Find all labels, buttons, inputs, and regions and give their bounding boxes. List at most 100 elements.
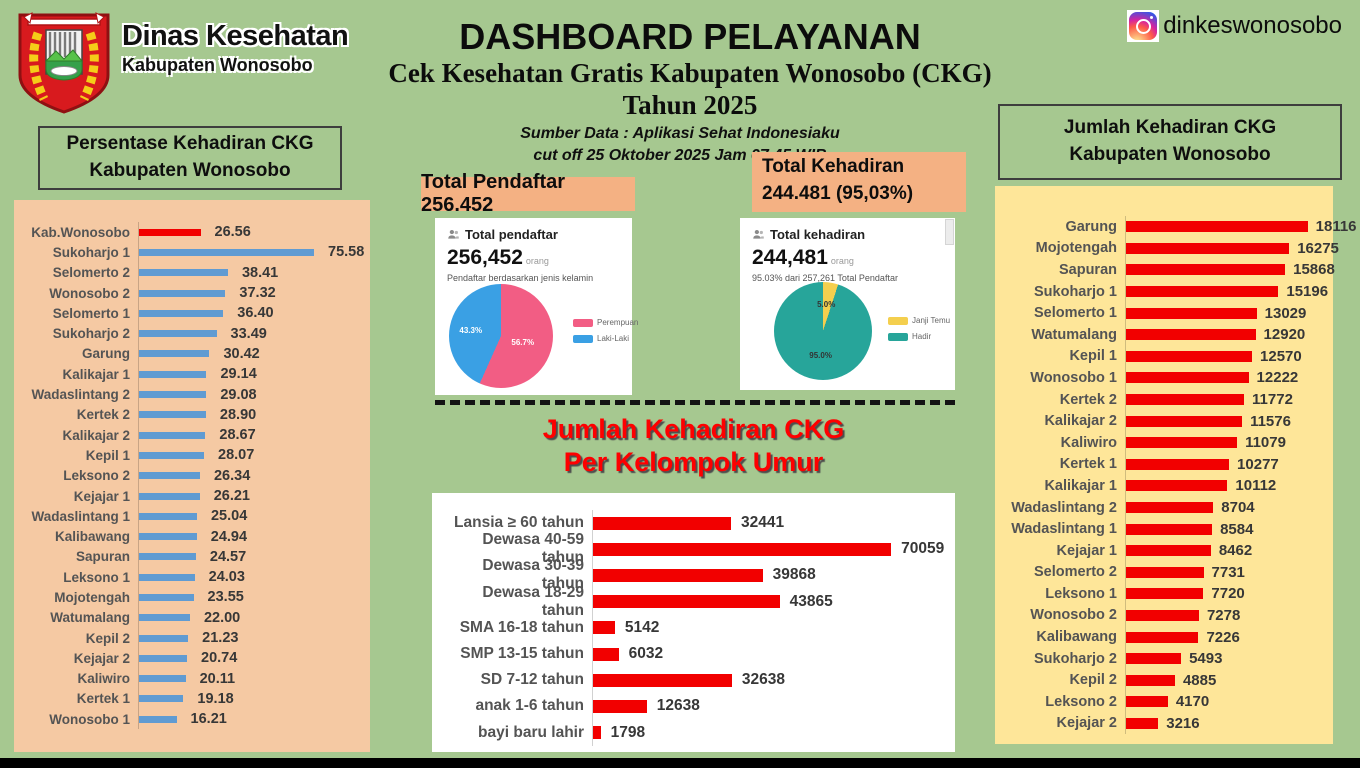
bar-category-label: Dewasa 18-29 tahun	[482, 583, 584, 619]
bar	[593, 542, 892, 556]
wonosobo-crest-logo	[18, 12, 110, 114]
bar-value-label: 11772	[1252, 391, 1293, 409]
bar	[139, 269, 228, 277]
bar-category-label: Kepil 1	[85, 447, 130, 463]
bar-track: 20.74	[138, 648, 362, 669]
bar-value-label: 30.42	[223, 345, 260, 362]
bar-row: Dewasa 30-39 tahun 39868	[444, 557, 944, 592]
bar-row: bayi baru lahir 1798	[444, 719, 944, 746]
bar-track: 32638	[592, 667, 944, 694]
bar-value-label: 37.32	[239, 285, 276, 302]
bar-category-label: Lansia ≥ 60 tahun	[454, 514, 584, 532]
bar-row: Wonosobo 1 12222	[1005, 367, 1327, 389]
bar-track: 7731	[1125, 561, 1327, 584]
bar-track: 10277	[1125, 453, 1327, 476]
bar-value-label: 32638	[741, 671, 785, 689]
bar-category-label: Sapuran	[75, 549, 130, 565]
bar-track: 26.21	[138, 485, 362, 507]
bar-row: Wadaslintang 2 29.08	[22, 384, 362, 405]
bar-category-label: Kalikajar 2	[1044, 413, 1117, 430]
bar	[1126, 372, 1249, 384]
bar	[1126, 502, 1214, 514]
bar-row: Selomerto 1 36.40	[22, 303, 362, 324]
bar-value-label: 16.21	[190, 711, 227, 728]
bar-category-label: anak 1-6 tahun	[475, 697, 584, 715]
instagram-account: dinkeswonosobo	[1127, 10, 1342, 42]
bar-row: Sukoharjo 1 75.58	[22, 242, 364, 263]
right-chart-title-line2: Kabupaten Wonosobo	[1069, 144, 1271, 165]
card-caption: 95.03% dari 257,261 Total Pendaftar	[752, 273, 898, 283]
bar-track: 7720	[1125, 583, 1327, 605]
legend-label: Janji Temu	[912, 316, 951, 325]
bar-row: Kejajar 1 26.21	[22, 485, 362, 507]
bar	[593, 595, 780, 609]
scrollbar[interactable]	[945, 219, 954, 245]
total-kehadiran-badge: Total Kehadiran 244.481 (95,03%)	[752, 152, 966, 212]
bar-track: 29.08	[138, 384, 362, 405]
bar-row: Dewasa 40-59 tahun 70059	[444, 531, 944, 566]
bar-category-label: Kejajar 1	[1056, 542, 1117, 559]
bar	[593, 673, 732, 687]
page-subtitle: Cek Kesehatan Gratis Kabupaten Wonosobo …	[388, 58, 992, 88]
bar-category-label: Selomerto 1	[1034, 305, 1117, 322]
bar	[1126, 653, 1182, 665]
bar-row: Wadaslintang 1 25.04	[22, 506, 362, 527]
bar-row: Kalibawang 24.94	[22, 526, 362, 547]
instagram-handle: dinkeswonosobo	[1163, 12, 1342, 39]
bar	[139, 248, 315, 256]
bar-row: Watumalang 12920	[1005, 323, 1327, 346]
bar	[593, 647, 619, 661]
bar-track: 12222	[1125, 367, 1327, 389]
bar	[139, 593, 194, 601]
bar-track: 4170	[1125, 691, 1327, 713]
bar-row: Selomerto 1 13029	[1005, 302, 1327, 324]
bar-value-label: 8584	[1220, 520, 1254, 538]
bar	[139, 573, 195, 581]
bar	[1126, 717, 1159, 729]
bar-track: 12638	[592, 693, 944, 720]
bar	[1126, 631, 1199, 643]
bar-category-label: Sapuran	[1058, 261, 1117, 278]
gender-pie-chart: 56.7% 43.3%	[449, 284, 553, 388]
bar-value-label: 20.11	[199, 670, 236, 687]
bar-category-label: Garung	[81, 346, 130, 362]
bar-value-label: 4170	[1175, 693, 1210, 711]
bar-value-label: 19.18	[197, 690, 234, 707]
bar-track: 19.18	[138, 688, 362, 710]
bar-category-label: Wadaslintang 1	[31, 508, 130, 524]
bar	[1126, 350, 1253, 362]
legend-item: Hadir	[888, 332, 950, 341]
bar-track: 29.14	[138, 364, 362, 385]
bar	[593, 516, 732, 530]
bar-track: 39868	[592, 562, 944, 589]
bar	[1126, 523, 1213, 535]
bar-row: Kaliwiro 20.11	[22, 668, 362, 689]
gender-legend: Perempuan Laki-Laki	[573, 318, 638, 343]
bar	[139, 512, 197, 520]
card-caption: Pendaftar berdasarkan jenis kelamin	[447, 273, 594, 283]
bar-row: Kejajar 2 3216	[1005, 712, 1327, 735]
bar-row: Mojotengah 16275	[1005, 237, 1339, 260]
bar-category-label: Leksono 1	[1045, 585, 1117, 602]
bar	[1126, 264, 1286, 276]
bar-track: 37.32	[138, 282, 362, 304]
bar-row: Wonosobo 1 16.21	[22, 709, 362, 730]
bar-row: Selomerto 2 38.41	[22, 262, 362, 283]
center-chart-title-line1: Jumlah Kehadiran CKG	[542, 414, 845, 444]
bar-category-label: Kepil 1	[1069, 348, 1117, 365]
bar-row: Sapuran 15868	[1005, 259, 1335, 281]
jumlah-kehadiran-chart: Garung 18116 Mojotengah 16275 Sapuran 15868 Su…	[1005, 216, 1357, 736]
bar-value-label: 24.94	[210, 528, 248, 545]
bar-row: Dewasa 18-29 tahun 43865	[444, 584, 944, 619]
bar-value-label: 7720	[1211, 585, 1245, 603]
bar-row: Kejajar 1 8462	[1005, 539, 1327, 562]
bar-row: Garung 18116	[1005, 216, 1357, 238]
bar-track: 11079	[1125, 431, 1327, 454]
bar	[1126, 480, 1228, 492]
legend-item: Laki-Laki	[573, 334, 638, 343]
bar-track: 12570	[1125, 345, 1327, 368]
bar-track: 4885	[1125, 669, 1327, 692]
bar-row: Wadaslintang 2 8704	[1005, 496, 1327, 519]
bar-track: 18116	[1125, 216, 1357, 238]
bar-category-label: SD 7-12 tahun	[480, 671, 584, 689]
